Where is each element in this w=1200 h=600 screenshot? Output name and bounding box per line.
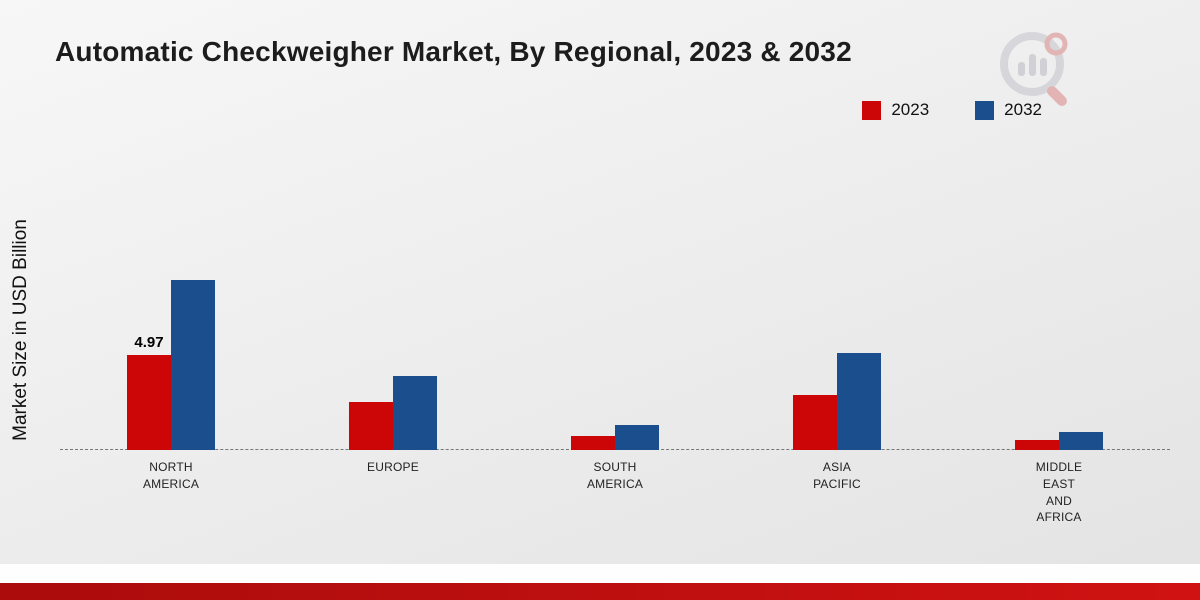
bar-group: 4.97 NORTH AMERICA: [60, 0, 282, 491]
bar-pair: 4.97: [127, 280, 215, 450]
legend: 2023 2032: [862, 100, 1042, 120]
chart-area: 4.97 NORTH AMERICA EUROPE SOUTH AMERICA ASIA PA…: [60, 0, 1170, 524]
magnifier-circle-icon: [1000, 32, 1064, 96]
category-label: ASIA PACIFIC: [813, 460, 861, 491]
page-title: Automatic Checkweigher Market, By Region…: [55, 36, 852, 67]
y-axis-label: Market Size in USD Billion: [10, 219, 31, 441]
magnifier-handle-icon: [1047, 86, 1067, 106]
category-label: SOUTH AMERICA: [586, 460, 644, 491]
bar-2032-europe: [393, 376, 437, 450]
bar-group: SOUTH AMERICA: [504, 0, 726, 491]
bar-group: ASIA PACIFIC: [726, 0, 948, 491]
y-axis-label-wrap: Market Size in USD Billion: [0, 60, 42, 600]
bar-2023-asia-pacific: [793, 395, 837, 450]
footer-red-stripe: [0, 583, 1200, 600]
bar-icon: [1040, 58, 1047, 76]
legend-item-2032: 2032: [975, 100, 1042, 120]
category-label: NORTH AMERICA: [142, 460, 200, 491]
legend-swatch-icon: [975, 100, 995, 120]
logo-dot-icon: [1044, 32, 1068, 56]
bar-icon: [1018, 62, 1025, 76]
bar-pair: [1015, 432, 1103, 450]
legend-item-2023: 2023: [862, 100, 929, 120]
bar-2032-middle-east-and-africa: [1059, 432, 1103, 450]
bar-2032-asia-pacific: [837, 353, 881, 450]
bar-value-label: 4.97: [134, 334, 164, 351]
bar-pair: [349, 376, 437, 450]
category-label: EUROPE: [367, 460, 419, 474]
brand-logo: [990, 28, 1080, 110]
footer-white-band: [0, 564, 1200, 583]
bar-2023-south-america: [571, 436, 615, 450]
bar-2023-middle-east-and-africa: [1015, 440, 1059, 450]
legend-label: 2032: [1004, 100, 1042, 119]
category-label: MIDDLE EAST AND AFRICA: [1035, 460, 1083, 525]
bar-2032-north-america: [171, 280, 215, 450]
bar-group: EUROPE: [282, 0, 504, 474]
bar-icon: [1029, 54, 1036, 76]
bar-pair: [571, 425, 659, 450]
bar-2023-europe: [349, 402, 393, 450]
bar-group: MIDDLE EAST AND AFRICA: [948, 0, 1170, 524]
bar-pair: [793, 353, 881, 450]
bar-groups: 4.97 NORTH AMERICA EUROPE SOUTH AMERICA ASIA PA…: [60, 0, 1170, 524]
bar-2023-north-america: 4.97: [127, 334, 171, 450]
bar-2032-south-america: [615, 425, 659, 450]
legend-swatch-icon: [862, 100, 882, 120]
legend-label: 2023: [891, 100, 930, 119]
